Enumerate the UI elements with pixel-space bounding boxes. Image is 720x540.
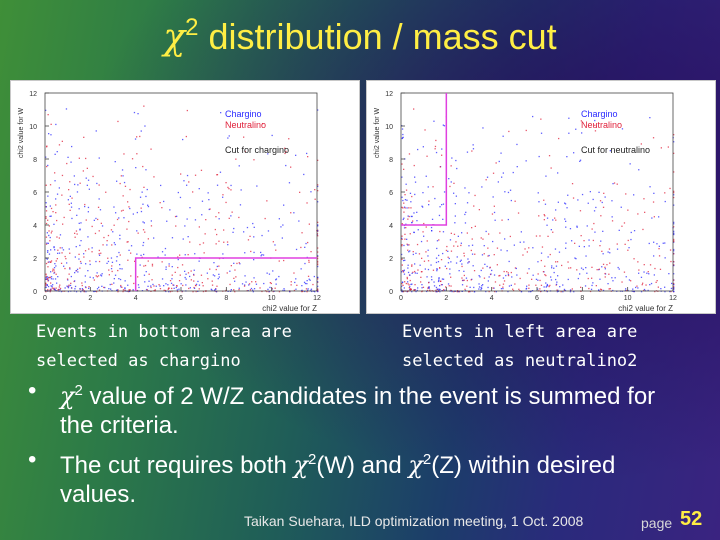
x-tick-label: 12 [313, 295, 321, 302]
legend-neutralino: Neutralino [225, 120, 266, 130]
scatter-chart-neutralino: 0 2 4 6 8 10 12 0 2 4 6 8 10 12 chi2 value for Z chi2 v… [374, 91, 677, 313]
bullet-text: (Z) within desired values. [60, 452, 616, 508]
chi2-scatter-plot-chargino: 0 2 4 6 8 10 12 0 2 4 6 8 10 12 chi2 value for Z chi2 v… [10, 80, 360, 314]
legend-chargino: Chargino [225, 109, 262, 119]
superscript: 2 [422, 451, 432, 468]
caption-neutralino: Events in left area are selected as neut… [402, 318, 702, 376]
x-tick-label: 4 [490, 295, 494, 302]
y-axis-label: chi2 value for W [18, 108, 25, 159]
page-label: page [641, 515, 673, 531]
plot-frame [400, 92, 674, 292]
y-tick-label: 10 [385, 124, 393, 131]
y-tick-label: 12 [29, 91, 37, 98]
bullet-dot-icon: • [28, 446, 37, 473]
slide-title: χ2 distribution / mass cut [0, 14, 720, 58]
y-tick-label: 0 [389, 289, 393, 296]
footer-credit: Taikan Suehara, ILD optimization meeting… [244, 513, 584, 529]
legend-cut: Cut for neutralino [581, 145, 650, 155]
page-number: 52 [680, 508, 703, 530]
y-tick-label: 10 [29, 124, 37, 131]
bullet-text: value of 2 W/Z candidates in the event i… [60, 383, 656, 439]
x-axis-label: chi2 value for Z [262, 304, 317, 313]
chi-symbol: χ [60, 382, 75, 410]
y-tick-label: 8 [389, 157, 393, 164]
scatter-points [401, 108, 675, 293]
chi-symbol: χ [293, 451, 309, 479]
x-tick-label: 6 [535, 295, 539, 302]
x-tick-label: 8 [224, 295, 228, 302]
x-tick-label: 2 [88, 295, 92, 302]
cut-line [401, 93, 448, 226]
x-axis-label: chi2 value for Z [618, 304, 673, 313]
y-axis-label: chi2 value for W [374, 108, 381, 159]
y-tick-label: 12 [385, 91, 393, 98]
caption-line: selected as neutralino2 [402, 351, 638, 371]
y-tick-label: 2 [389, 256, 393, 263]
y-tick-label: 0 [33, 289, 37, 296]
bullet-text: The cut requires both [60, 452, 294, 479]
caption-chargino: Events in bottom area are selected as ch… [36, 318, 336, 376]
y-tick-label: 2 [33, 256, 37, 263]
bullet-item: • χ2 value of 2 W/Z candidates in the eve… [28, 376, 668, 440]
bullet-list: • χ2 value of 2 W/Z candidates in the eve… [28, 376, 668, 514]
chi2-scatter-plot-neutralino: 0 2 4 6 8 10 12 0 2 4 6 8 10 12 chi2 value for Z chi2 v… [366, 80, 716, 314]
superscript: 2 [74, 382, 83, 399]
x-tick-label: 8 [580, 295, 584, 302]
cut-line [134, 257, 317, 291]
legend-neutralino: Neutralino [581, 120, 622, 130]
y-tick-label: 8 [33, 157, 37, 164]
scatter-points [45, 105, 319, 293]
caption-line: Events in bottom area are [36, 322, 292, 342]
caption-line: selected as chargino [36, 351, 241, 371]
legend-chargino: Chargino [581, 109, 618, 119]
caption-line: Events in left area are [402, 322, 638, 342]
bullet-dot-icon: • [28, 377, 37, 404]
x-tick-label: 2 [444, 295, 448, 302]
title-text: distribution / mass cut [198, 16, 557, 57]
y-tick-label: 4 [33, 223, 37, 230]
title-superscript: 2 [185, 14, 199, 41]
x-tick-label: 0 [43, 295, 47, 302]
legend-cut: Cut for chargino [225, 145, 289, 155]
x-tick-label: 4 [134, 295, 138, 302]
chi-symbol: χ [163, 17, 186, 58]
x-tick-label: 6 [179, 295, 183, 302]
y-tick-label: 4 [389, 223, 393, 230]
x-tick-label: 0 [399, 295, 403, 302]
y-tick-label: 6 [33, 190, 37, 197]
superscript: 2 [308, 451, 317, 468]
scatter-chart-chargino: 0 2 4 6 8 10 12 0 2 4 6 8 10 12 chi2 value for Z chi2 v… [18, 91, 321, 313]
chi-symbol: χ [408, 451, 423, 479]
bullet-text: (W) and [316, 452, 409, 479]
y-tick-label: 6 [389, 190, 393, 197]
x-tick-label: 10 [624, 295, 632, 302]
plot-frame [44, 92, 318, 292]
bullet-item: • The cut requires both χ2(W) and χ2(Z) w… [28, 445, 668, 509]
x-tick-label: 10 [268, 295, 276, 302]
x-tick-label: 12 [669, 295, 677, 302]
